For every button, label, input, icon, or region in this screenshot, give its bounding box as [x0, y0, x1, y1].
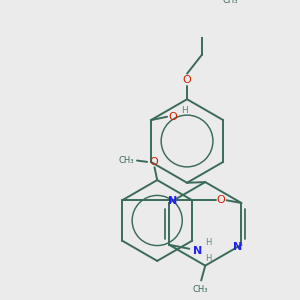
Text: CH₃: CH₃: [118, 156, 134, 165]
Text: H: H: [181, 106, 188, 115]
Text: O: O: [168, 112, 177, 122]
Text: N: N: [193, 247, 202, 256]
Text: O: O: [217, 195, 226, 205]
Text: H: H: [205, 254, 211, 263]
Text: CH₃: CH₃: [192, 285, 208, 294]
Text: O: O: [149, 157, 158, 167]
Text: CH₃: CH₃: [222, 0, 238, 5]
Text: N: N: [168, 196, 177, 206]
Text: N: N: [233, 242, 243, 252]
Text: O: O: [183, 75, 191, 85]
Text: H: H: [205, 238, 211, 247]
